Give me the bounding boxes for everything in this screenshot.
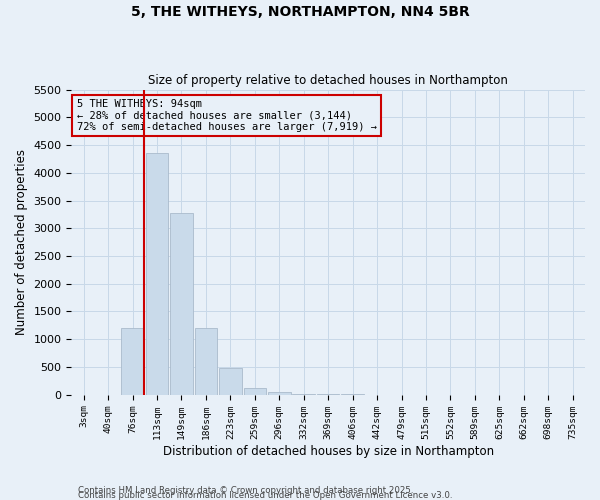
Bar (244, 388, 266, 394)
Text: Contains public sector information licensed under the Open Government Licence v3: Contains public sector information licen… (78, 491, 452, 500)
Text: 5 THE WITHEYS: 94sqm
← 28% of detached houses are smaller (3,144)
72% of semi-de: 5 THE WITHEYS: 94sqm ← 28% of detached h… (77, 98, 377, 132)
X-axis label: Distribution of detached houses by size in Northampton: Distribution of detached houses by size … (163, 444, 494, 458)
Bar (170, 212, 193, 394)
Bar (146, 154, 168, 394)
Bar (219, 368, 242, 394)
Bar (194, 328, 217, 394)
Title: Size of property relative to detached houses in Northampton: Size of property relative to detached ho… (148, 74, 508, 87)
Text: Contains HM Land Registry data © Crown copyright and database right 2025.: Contains HM Land Registry data © Crown c… (78, 486, 413, 495)
Text: 5, THE WITHEYS, NORTHAMPTON, NN4 5BR: 5, THE WITHEYS, NORTHAMPTON, NN4 5BR (131, 5, 469, 19)
Bar (121, 328, 144, 394)
Y-axis label: Number of detached properties: Number of detached properties (15, 149, 28, 335)
Bar (268, 392, 290, 394)
